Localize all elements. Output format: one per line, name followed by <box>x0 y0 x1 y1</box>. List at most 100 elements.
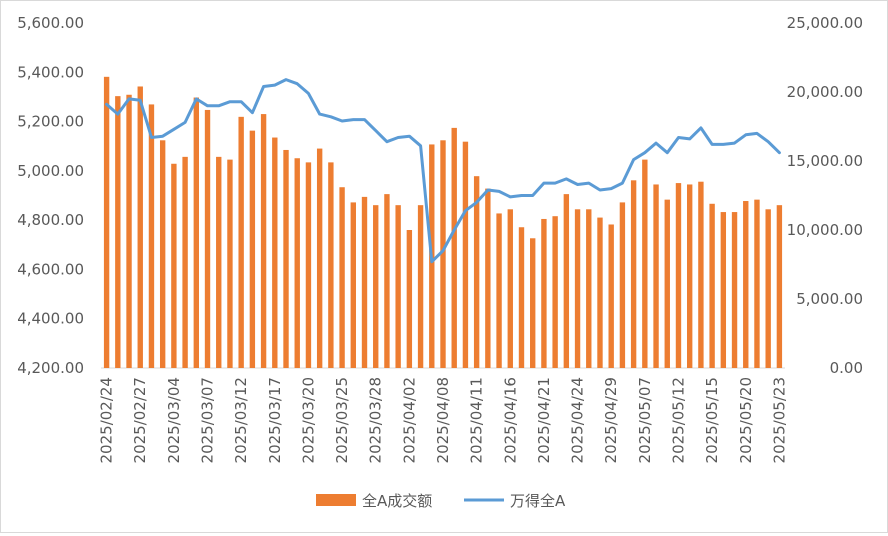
x-axis-tick-label: 2025/04/11 <box>468 377 486 463</box>
bar <box>126 94 132 368</box>
left-axis-tick-label: 4,200.00 <box>17 359 84 377</box>
x-axis-tick-label: 2025/04/21 <box>535 377 553 463</box>
bar <box>642 159 648 368</box>
left-axis-ticks: 4,200.00 4,400.00 4,600.00 4,800.00 5,000.00… <box>17 14 84 377</box>
bar <box>630 180 637 368</box>
bar <box>552 216 558 368</box>
bar <box>776 205 783 368</box>
bar <box>350 202 356 368</box>
bar <box>238 116 244 368</box>
bar <box>182 156 188 368</box>
bar <box>743 201 749 368</box>
x-axis-tick-label: 2025/03/28 <box>367 377 385 463</box>
bar <box>530 238 536 368</box>
x-axis-tick-label: 2025/04/02 <box>400 377 418 463</box>
bar <box>586 209 592 368</box>
bar <box>619 202 626 368</box>
x-axis-tick-label: 2025/02/27 <box>131 377 149 463</box>
bar <box>597 217 603 368</box>
bar <box>574 209 581 368</box>
left-axis-tick-label: 4,400.00 <box>17 310 84 328</box>
bar <box>417 205 424 368</box>
bar <box>563 194 570 368</box>
legend-label-line: 万得全A <box>510 492 566 510</box>
x-axis-tick-label: 2025/03/20 <box>299 377 317 463</box>
x-axis-tick-label: 2025/05/15 <box>703 377 721 463</box>
x-axis-tick-label: 2025/05/23 <box>770 377 788 463</box>
bar <box>686 184 693 368</box>
x-axis-tick-label: 2025/03/17 <box>266 377 284 463</box>
x-axis-tick-label: 2025/04/16 <box>501 377 519 463</box>
x-axis-tick-label: 2025/02/24 <box>98 377 116 463</box>
right-axis-tick-label: 15,000.00 <box>787 152 863 170</box>
bar <box>485 188 491 368</box>
bar <box>709 203 715 368</box>
x-axis-tick-label: 2025/04/08 <box>434 377 452 463</box>
bar <box>249 130 256 368</box>
legend-label-bar: 全A成交额 <box>362 492 432 510</box>
bar <box>765 209 771 368</box>
bar <box>675 183 682 368</box>
bar <box>283 149 289 368</box>
bar <box>159 140 166 368</box>
right-axis-ticks: 0.00 5,000.00 10,000.00 15,000.00 20,000.00 2… <box>787 14 863 377</box>
bar <box>137 86 143 368</box>
x-axis-tick-label: 2025/04/29 <box>602 377 620 463</box>
bar <box>294 158 300 368</box>
x-axis-tick-label: 2025/05/07 <box>636 377 654 463</box>
bar <box>305 162 312 368</box>
x-axis-tick-label: 2025/03/07 <box>199 377 217 463</box>
bar <box>462 141 469 368</box>
x-axis-tick-label: 2025/03/12 <box>232 377 250 463</box>
bar <box>541 218 547 368</box>
bar <box>507 209 513 368</box>
bar <box>373 205 379 368</box>
bar <box>518 227 525 368</box>
right-axis-tick-label: 10,000.00 <box>787 221 863 239</box>
right-axis-tick-label: 5,000.00 <box>796 290 863 308</box>
right-axis-tick-label: 25,000.00 <box>787 14 863 32</box>
bar <box>216 156 222 368</box>
right-axis-tick-label: 20,000.00 <box>787 83 863 101</box>
bar <box>272 137 278 368</box>
line-series-wind-all-a <box>105 78 781 264</box>
bar <box>406 230 413 368</box>
bar <box>451 127 457 368</box>
bar <box>496 213 502 368</box>
legend-swatch-bar <box>316 494 356 506</box>
bar <box>653 184 659 368</box>
x-axis-tick-label: 2025/05/20 <box>737 377 755 463</box>
bar <box>171 163 177 368</box>
bar-series <box>103 76 783 369</box>
left-axis-tick-label: 5,000.00 <box>17 162 84 180</box>
bar <box>395 205 401 368</box>
bar <box>731 212 738 368</box>
left-axis-tick-label: 5,400.00 <box>17 63 84 81</box>
left-axis-tick-label: 4,600.00 <box>17 260 84 278</box>
bar <box>384 194 390 368</box>
bar <box>148 104 155 369</box>
bar <box>698 181 704 368</box>
bar <box>316 148 323 368</box>
bar <box>608 224 614 368</box>
left-axis-tick-label: 5,600.00 <box>17 14 84 32</box>
bar <box>103 76 110 368</box>
bar <box>361 196 368 368</box>
x-axis-ticks: 2025/02/24 2025/02/27 2025/03/04 2025/03/07… <box>98 377 789 463</box>
x-axis-tick-label: 2025/03/25 <box>333 377 351 463</box>
x-axis-tick-label: 2025/05/12 <box>669 377 687 463</box>
x-axis-tick-label: 2025/04/24 <box>569 377 587 463</box>
bar <box>227 159 233 368</box>
bar <box>328 162 334 368</box>
bar <box>754 199 760 368</box>
left-axis-tick-label: 4,800.00 <box>17 211 84 229</box>
bar <box>115 96 121 368</box>
x-axis-tick-label: 2025/03/04 <box>165 377 183 463</box>
left-axis-tick-label: 5,200.00 <box>17 113 84 131</box>
bar <box>664 199 670 368</box>
bar <box>473 176 480 368</box>
bar <box>204 109 211 368</box>
bar <box>260 114 267 368</box>
